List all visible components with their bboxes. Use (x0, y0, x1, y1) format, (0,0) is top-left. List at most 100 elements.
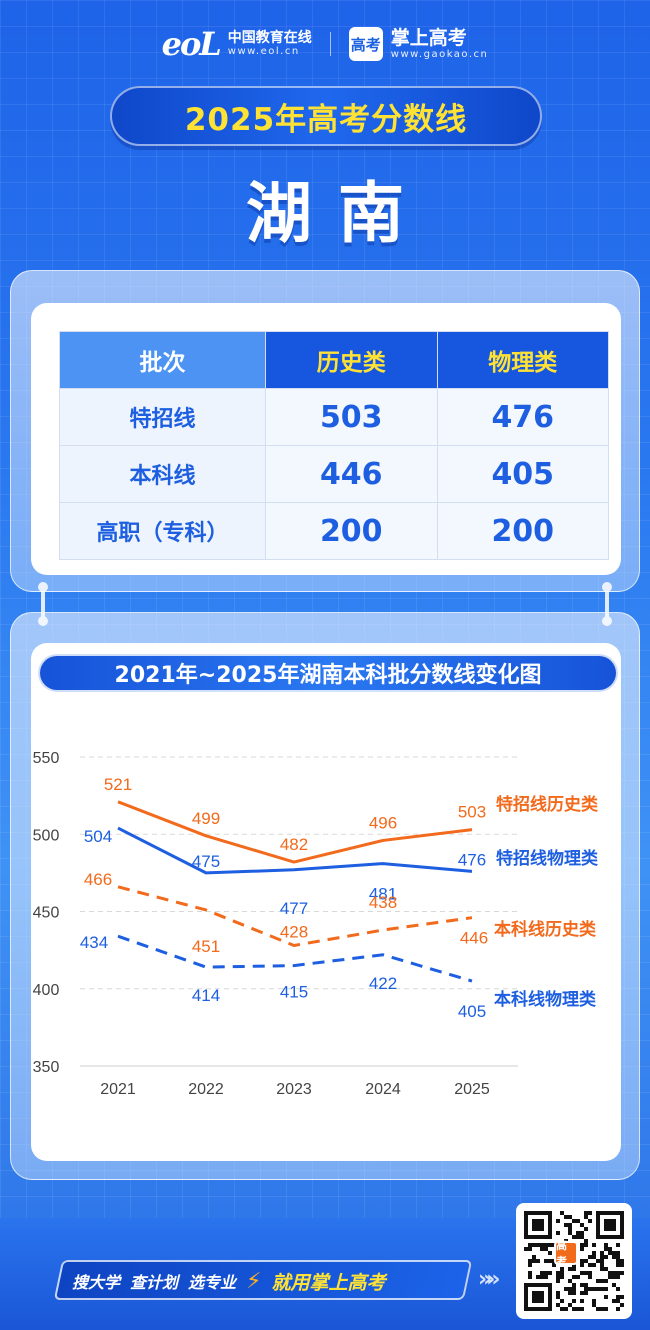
qr-module (544, 1259, 548, 1263)
qr-module (528, 1247, 532, 1251)
data-label: 451 (192, 937, 220, 956)
qr-module (580, 1263, 584, 1267)
header-physics: 物理类 (436, 331, 609, 389)
qr-module (584, 1287, 588, 1291)
qr-module (600, 1287, 604, 1291)
data-label: 482 (280, 835, 308, 854)
y-tick-label: 350 (33, 1059, 60, 1076)
qr-module (544, 1275, 548, 1279)
score-table: 批次 历史类 物理类 特招线 503 476 本科线 446 405 高职（专科… (59, 331, 609, 560)
history-score: 503 (265, 388, 438, 446)
row-label: 本科线 (59, 445, 266, 503)
qr-module (532, 1255, 536, 1259)
qr-module (556, 1231, 560, 1235)
qr-module (604, 1255, 608, 1259)
series-end-label: 特招线历史类 (496, 794, 599, 815)
qr-module (604, 1287, 608, 1291)
qr-module (580, 1247, 584, 1251)
data-label: 434 (80, 933, 108, 952)
qr-module (588, 1271, 592, 1275)
qr-module (612, 1283, 616, 1287)
data-label: 503 (458, 803, 486, 822)
qr-module (616, 1295, 620, 1299)
qr-module (580, 1231, 584, 1235)
qr-code-icon (524, 1211, 624, 1311)
qr-module (548, 1259, 552, 1263)
qr-module (568, 1215, 572, 1219)
chart-card-inner (31, 643, 621, 1161)
score-card: 批次 历史类 物理类 特招线 503 476 本科线 446 405 高职（专科… (10, 270, 640, 592)
qr-module (604, 1243, 608, 1247)
qr-module (548, 1243, 552, 1247)
data-label: 428 (280, 922, 308, 941)
qr-module (560, 1307, 564, 1311)
qr-module (600, 1279, 604, 1283)
qr-module (580, 1235, 584, 1239)
data-label: 504 (84, 827, 112, 846)
qr-module (604, 1247, 608, 1251)
gaokao-name: 掌上高考 (390, 27, 467, 50)
qr-module (532, 1291, 544, 1303)
qr-module (548, 1271, 552, 1275)
qr-module (592, 1263, 596, 1267)
qr-module (600, 1263, 604, 1267)
qr-module (612, 1255, 616, 1259)
qr-module (620, 1271, 624, 1275)
qr-module (596, 1287, 600, 1291)
qr-module (608, 1275, 612, 1279)
qr-module (568, 1231, 572, 1235)
y-tick-label: 500 (33, 827, 60, 844)
qr-module (608, 1271, 612, 1275)
qr-module (544, 1247, 548, 1251)
qr-module (556, 1303, 560, 1307)
qr-module (620, 1295, 624, 1299)
qr-module (540, 1243, 544, 1247)
y-tick-label: 400 (33, 982, 60, 999)
qr-module (584, 1259, 588, 1263)
eol-logo[interactable]: eoL 中国教育在线 www.eol.cn (162, 25, 312, 63)
qr-module (568, 1267, 572, 1271)
qr-module (536, 1259, 540, 1263)
qr-module (600, 1251, 604, 1255)
qr-module (588, 1219, 592, 1223)
qr-module (556, 1295, 560, 1299)
qr-module (616, 1251, 620, 1255)
qr-module (572, 1263, 576, 1267)
qr-code[interactable]: 高考 (516, 1203, 632, 1319)
qr-module (572, 1283, 576, 1287)
eol-name: 中国教育在线 (227, 29, 312, 46)
qr-module (576, 1219, 580, 1223)
table-row: 高职（专科） 200 200 (59, 502, 609, 560)
chart-card (10, 612, 640, 1180)
data-label: 414 (192, 986, 220, 1005)
qr-module (580, 1307, 584, 1311)
physics-score: 200 (436, 502, 609, 560)
data-label: 481 (369, 885, 397, 904)
series-end-label: 特招线物理类 (496, 848, 599, 869)
qr-module (528, 1271, 532, 1275)
qr-module (580, 1291, 584, 1295)
data-label: 415 (280, 983, 308, 1002)
qr-module (560, 1267, 564, 1271)
qr-module (612, 1251, 616, 1255)
qr-module (568, 1287, 572, 1291)
qr-module (544, 1271, 548, 1275)
qr-module (572, 1307, 576, 1311)
qr-module (620, 1259, 624, 1263)
qr-module (580, 1283, 584, 1287)
qr-module (592, 1243, 596, 1247)
qr-module (544, 1243, 548, 1247)
qr-module (592, 1303, 596, 1307)
qr-module (540, 1275, 544, 1279)
qr-module (592, 1287, 596, 1291)
qr-module (592, 1299, 596, 1303)
series-line (117, 934, 473, 983)
qr-module (604, 1267, 608, 1271)
qr-module (532, 1243, 536, 1247)
slogan-search-university: 搜大学 (72, 1273, 121, 1292)
gaokao-logo[interactable]: 高考 掌上高考 www.gaokao.cn (348, 27, 489, 61)
logo-divider (329, 32, 331, 56)
data-label: 422 (369, 974, 397, 993)
series-line (117, 800, 473, 864)
history-score: 200 (265, 502, 438, 560)
